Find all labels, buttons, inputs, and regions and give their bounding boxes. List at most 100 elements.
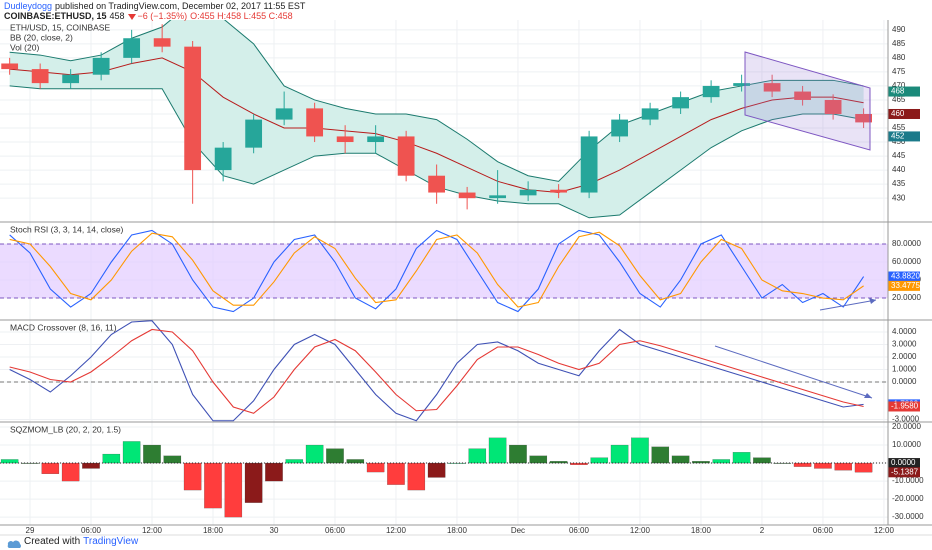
y-tick-label: 20.0000 — [892, 293, 921, 302]
momentum-bar — [366, 462, 385, 473]
candle-body — [428, 175, 446, 193]
y-tick-label: 10.0000 — [892, 440, 921, 449]
author[interactable]: Dudleydogg — [4, 1, 53, 11]
candle-body — [62, 74, 80, 84]
indicator-label: Vol (20) — [10, 42, 39, 52]
momentum-bar — [773, 462, 792, 464]
y-tick-label: -20.0000 — [892, 494, 924, 503]
arrow-head — [864, 393, 872, 398]
candle-body — [153, 38, 171, 47]
parallel-channel — [744, 51, 871, 151]
candle-body — [31, 69, 49, 84]
candle-body — [824, 99, 842, 114]
x-tick-label: 12:00 — [874, 526, 895, 535]
momentum-bar — [814, 462, 832, 469]
candle-body — [489, 195, 507, 199]
y-tick-label: 450 — [892, 137, 906, 146]
panel-title: ETH/USD, 15, COINBASE — [10, 22, 110, 32]
momentum-bar — [163, 455, 182, 464]
y-tick-label: 20.0000 — [892, 422, 921, 431]
momentum-bar — [570, 462, 588, 465]
price-badge-label: 0.0000 — [891, 458, 916, 467]
price-badge-label: 33.4775 — [891, 281, 920, 290]
momentum-bar — [265, 462, 283, 482]
panel-title: SQZMOM_LB (20, 2, 20, 1.5) — [10, 424, 121, 434]
momentum-bar — [529, 455, 548, 464]
candle-body — [245, 119, 263, 148]
price-badge-label: 468 — [891, 87, 905, 96]
candle-body — [397, 136, 415, 176]
x-tick-label: 06:00 — [325, 526, 346, 535]
momentum-bar — [651, 446, 670, 464]
header-line-2: COINBASE:ETHUSD, 15 458 −6 (−1.35%) O:455 H… — [4, 11, 296, 21]
trend-arrow — [819, 299, 877, 311]
x-tick-label: 12:00 — [386, 526, 407, 535]
candle-body — [214, 147, 232, 171]
brand[interactable]: TradingView — [83, 536, 139, 547]
momentum-bar — [305, 444, 324, 464]
momentum-bar — [793, 462, 812, 467]
candle-body — [458, 192, 476, 199]
price-badge — [888, 131, 920, 142]
momentum-bar — [224, 462, 243, 518]
x-tick-label: 06:00 — [569, 526, 590, 535]
momentum-bar — [427, 462, 446, 478]
momentum-bar — [732, 452, 751, 464]
y-tick-label: 475 — [892, 67, 906, 76]
y-tick-label: 60.0000 — [892, 257, 921, 266]
annotations — [0, 20, 932, 548]
panel — [0, 320, 888, 422]
candle-body — [184, 46, 202, 171]
band — [0, 243, 888, 299]
x-tick-label: 2 — [760, 526, 765, 535]
created-with: Created with — [24, 536, 81, 547]
candle-body — [794, 91, 811, 100]
candle-body — [702, 85, 720, 98]
y-tick-label: 485 — [892, 39, 906, 48]
down-arrow — [127, 13, 136, 20]
momentum-bar — [204, 462, 222, 509]
price-badge-label: 43.8820 — [891, 272, 920, 281]
price-badge — [888, 467, 920, 478]
arrow-head — [869, 298, 876, 304]
published: published on TradingView.com, December 0… — [55, 1, 306, 11]
ohlc: O:455 H:458 L:455 C:458 — [190, 11, 293, 21]
momentum-bar — [753, 457, 771, 464]
y-tick-label: -10.0000 — [892, 476, 924, 485]
price-badge — [888, 86, 920, 97]
momentum-bar — [285, 459, 304, 464]
y-tick-label: 465 — [892, 95, 906, 104]
momentum-bar — [610, 444, 629, 464]
candle-body — [763, 83, 781, 92]
momentum-bar — [82, 462, 100, 469]
momentum-bar — [712, 459, 731, 464]
series-line — [9, 328, 864, 414]
y-tick-label: 440 — [892, 165, 906, 174]
price-badge — [888, 108, 920, 119]
y-tick-label: 455 — [892, 123, 906, 132]
momentum-bar — [468, 448, 487, 464]
series-line — [9, 320, 864, 422]
plot-layer: 29 06:00 12:00 18:00 30 06:00 12:00 18:00 Dec 06:… — [0, 20, 932, 535]
panel-title: Stoch RSI (3, 3, 14, 14, close) — [10, 224, 124, 234]
x-tick-label: 12:00 — [142, 526, 163, 535]
momentum-bar — [590, 457, 609, 464]
footer: Created with TradingView — [24, 537, 141, 547]
momentum-bar — [0, 459, 19, 464]
x-tick-label: 18:00 — [447, 526, 468, 535]
panel — [0, 20, 888, 219]
momentum-bar — [671, 455, 690, 464]
header-line-1: Dudleydogg published on TradingView.com, … — [4, 1, 308, 11]
x-tick-label: 29 — [26, 526, 35, 535]
candle-body — [367, 136, 385, 143]
price-badge — [888, 280, 920, 291]
price-badge-label: 452 — [891, 132, 905, 141]
y-tick-label: 0.0000 — [892, 377, 917, 386]
band-upper — [9, 20, 864, 182]
y-tick-label: 490 — [892, 25, 906, 34]
candle-body — [275, 108, 293, 120]
indicator-label: BB (20, close, 2) — [10, 32, 73, 42]
candle-body — [580, 136, 598, 193]
momentum-bar — [834, 462, 853, 471]
